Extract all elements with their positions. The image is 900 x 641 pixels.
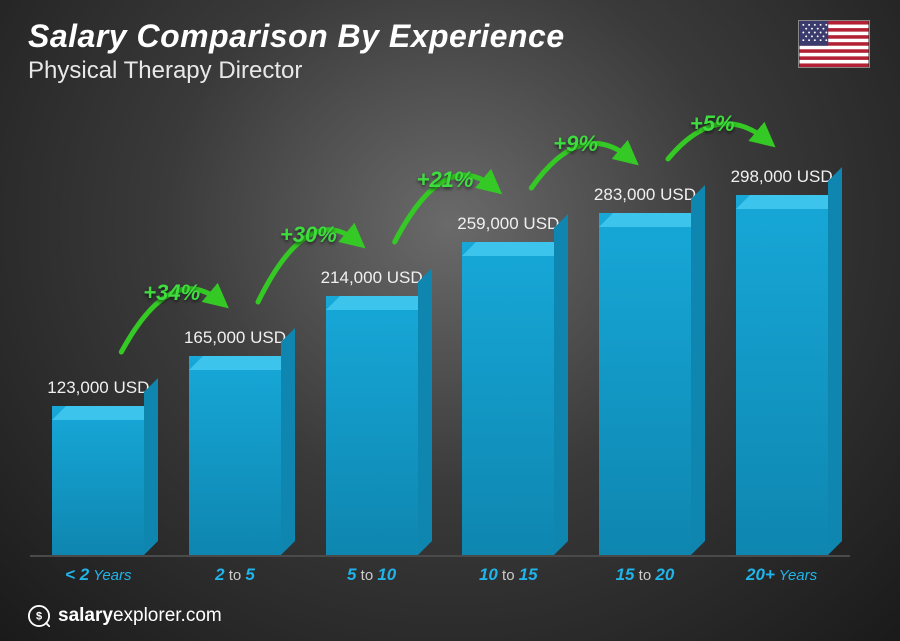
footer-brand: salaryexplorer.com	[58, 605, 222, 627]
title-block: Salary Comparison By Experience Physical…	[28, 18, 565, 85]
increase-label: +34%	[143, 280, 200, 306]
increase-label: +21%	[417, 167, 474, 193]
x-label: 2 to 5	[175, 565, 295, 585]
bar-group: 165,000 USD	[175, 328, 295, 555]
bar	[462, 242, 554, 555]
footer-brand-rest: explorer.com	[113, 605, 222, 626]
increase-label: +5%	[690, 111, 735, 137]
increase-label: +30%	[280, 222, 337, 248]
x-label: 20+ Years	[722, 565, 842, 585]
value-label: 165,000 USD	[184, 328, 286, 348]
page-title: Salary Comparison By Experience	[28, 18, 565, 55]
bar-chart: 123,000 USD 165,000 USD 214,000 USD 259,000…	[30, 141, 850, 581]
bar	[189, 356, 281, 555]
bar-group: 123,000 USD	[38, 378, 158, 555]
footer-brand-bold: salary	[58, 605, 113, 626]
x-label: 5 to 10	[312, 565, 432, 585]
increase-label: +9%	[553, 131, 598, 157]
x-label: < 2 Years	[38, 565, 158, 585]
bar	[599, 213, 691, 555]
x-labels-container: < 2 Years 2 to 5 5 to 10 10 to 15 15 to 20 20…	[30, 565, 850, 585]
logo-icon: $	[28, 605, 50, 627]
bar	[736, 195, 828, 555]
bar-group: 214,000 USD	[312, 268, 432, 555]
bar	[52, 406, 144, 555]
us-flag-icon	[798, 20, 870, 68]
value-label: 283,000 USD	[594, 185, 696, 205]
value-label: 298,000 USD	[731, 167, 833, 187]
bar	[326, 296, 418, 555]
bar-group: 298,000 USD	[722, 167, 842, 555]
chart-baseline	[30, 555, 850, 557]
bar-group: 259,000 USD	[448, 214, 568, 555]
x-label: 10 to 15	[448, 565, 568, 585]
page-subtitle: Physical Therapy Director	[28, 57, 565, 85]
value-label: 259,000 USD	[457, 214, 559, 234]
value-label: 123,000 USD	[47, 378, 149, 398]
x-label: 15 to 20	[585, 565, 705, 585]
svg-text:$: $	[36, 611, 42, 623]
bars-container: 123,000 USD 165,000 USD 214,000 USD 259,000…	[30, 141, 850, 555]
value-label: 214,000 USD	[321, 268, 423, 288]
bar-group: 283,000 USD	[585, 185, 705, 555]
footer: $ salaryexplorer.com	[28, 605, 222, 627]
